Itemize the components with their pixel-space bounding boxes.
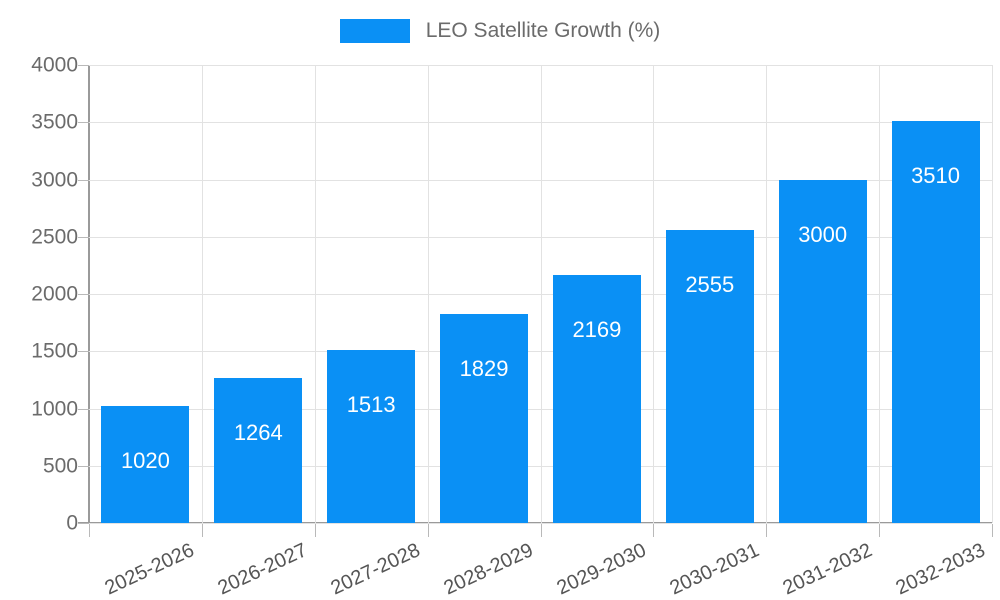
bar[interactable] (665, 230, 754, 523)
bar[interactable] (778, 179, 867, 523)
y-axis-tick-label: 0 (66, 511, 78, 535)
x-axis-tick-mark (427, 524, 429, 537)
bar-value-label: 1829 (459, 355, 509, 381)
legend-color-swatch (339, 19, 410, 43)
x-axis-tick-mark (540, 524, 542, 537)
gridline-horizontal (89, 523, 992, 524)
bar-value-label: 3000 (798, 221, 848, 247)
y-axis-tick-mark (78, 236, 89, 238)
y-axis-tick-label: 1500 (31, 339, 78, 363)
bar-value-label: 1513 (346, 391, 396, 417)
x-axis-tick-mark (89, 524, 90, 537)
bar-value-label: 2169 (572, 316, 622, 342)
legend-item-leo-satellite-growth[interactable]: LEO Satellite Growth (%) (339, 19, 661, 43)
x-axis-tick-label: 2030-2031 (666, 539, 763, 600)
x-axis-tick-mark (314, 524, 316, 537)
x-axis-tick-label: 2027-2028 (327, 539, 424, 600)
gridline-horizontal (89, 351, 992, 353)
x-axis-tick-mark (879, 524, 881, 537)
y-axis-tick-mark (78, 351, 89, 353)
x-axis-tick-mark (653, 524, 655, 537)
y-axis-tick-mark (78, 523, 89, 524)
gridline-horizontal (89, 179, 992, 181)
y-axis-tick-mark (78, 294, 89, 295)
x-axis-tick-mark (201, 524, 203, 537)
bar[interactable] (327, 349, 416, 523)
x-axis-tick-label: 2029-2030 (553, 539, 650, 600)
x-axis-tick-label: 2032-2033 (892, 539, 989, 600)
x-axis-tick-label: 2031-2032 (779, 539, 876, 600)
gridline-horizontal (89, 236, 992, 238)
y-axis-tick-label: 4000 (31, 53, 78, 77)
gridline-vertical (428, 65, 429, 523)
x-axis-tick-label: 2028-2029 (440, 539, 537, 600)
y-axis-tick-label: 3000 (31, 168, 78, 191)
x-axis-tick-label: 2025-2026 (101, 539, 198, 600)
bar[interactable] (214, 378, 303, 523)
y-axis-tick-label: 2000 (31, 282, 78, 306)
y-axis-tick-label: 500 (42, 454, 78, 478)
bar-value-label: 2555 (685, 272, 735, 298)
gridline-vertical (541, 65, 542, 523)
y-axis-tick-mark (78, 122, 89, 124)
y-axis-tick-mark (78, 179, 89, 181)
bar-value-label: 3510 (911, 163, 961, 189)
y-axis-tick-label: 3500 (31, 110, 78, 134)
bar[interactable] (440, 313, 529, 523)
bar-value-label: 1020 (120, 448, 170, 474)
bar[interactable] (101, 406, 190, 523)
y-axis-tick-label: 1000 (31, 397, 78, 420)
y-axis-tick-mark (78, 65, 89, 66)
x-axis-tick-mark (766, 524, 768, 537)
legend-item-label: LEO Satellite Growth (%) (425, 19, 661, 42)
gridline-horizontal (89, 294, 992, 295)
gridline-vertical (315, 65, 316, 523)
bar[interactable] (891, 121, 980, 523)
gridline-vertical (766, 65, 767, 523)
x-axis-tick-label: 2026-2027 (214, 539, 311, 600)
gridline-vertical (202, 65, 203, 523)
gridline-horizontal (89, 408, 992, 410)
gridline-horizontal (89, 65, 992, 66)
y-axis-tick-mark (78, 465, 89, 467)
bar-value-label: 1264 (233, 420, 283, 446)
x-axis-tick-mark (992, 524, 993, 537)
gridline-horizontal (89, 122, 992, 124)
y-axis-tick-mark (78, 408, 89, 410)
y-axis-tick-label: 2500 (31, 225, 78, 249)
bar[interactable] (552, 274, 641, 523)
gridline-vertical (653, 65, 654, 523)
gridline-vertical (879, 65, 880, 523)
plot-area: 1020 1264 1513 1829 2169 2555 3000 3510 (89, 65, 993, 524)
gridline-horizontal (89, 465, 992, 467)
chart-legend: LEO Satellite Growth (%) (0, 14, 1000, 48)
gridline-vertical (992, 65, 993, 523)
